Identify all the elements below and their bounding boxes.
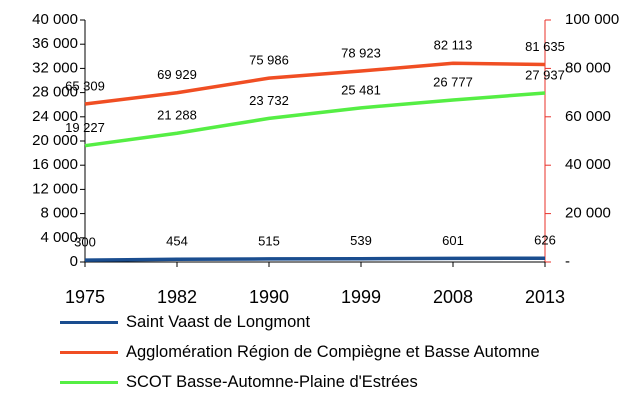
legend-swatch <box>60 321 118 324</box>
data-label: 75 986 <box>249 53 289 68</box>
x-tick-label: 2008 <box>433 287 473 307</box>
y-tick-label: 16 000 <box>32 156 78 173</box>
data-label: 27 937 <box>525 67 565 82</box>
y-tick-label: 36 000 <box>32 35 78 52</box>
x-tick-label: 1975 <box>65 287 105 307</box>
data-label: 454 <box>166 234 188 249</box>
y2-tick-label: 60 000 <box>565 108 611 125</box>
data-label: 65 309 <box>65 78 105 93</box>
data-label: 81 635 <box>525 39 565 54</box>
data-label: 601 <box>442 233 464 248</box>
legend-entry: Agglomération Région de Compiègne et Bas… <box>60 341 580 363</box>
x-tick-label: 2013 <box>525 287 565 307</box>
y-tick-label: 12 000 <box>32 180 78 197</box>
y2-tick-label: - <box>565 253 570 270</box>
legend-label: SCOT Basse-Automne-Plaine d'Estrées <box>126 373 418 391</box>
data-label: 26 777 <box>433 74 473 89</box>
legend-label: Saint Vaast de Longmont <box>126 313 311 331</box>
legend-swatch <box>60 381 118 384</box>
data-label: 626 <box>534 233 556 248</box>
y2-tick-label: 100 000 <box>565 11 619 28</box>
data-label: 539 <box>350 233 372 248</box>
data-label: 19 227 <box>65 120 105 135</box>
data-label: 300 <box>74 235 96 250</box>
legend-entry: SCOT Basse-Automne-Plaine d'Estrées <box>60 371 580 393</box>
legend-entry: Saint Vaast de Longmont <box>60 311 580 333</box>
x-tick-label: 1982 <box>157 287 197 307</box>
data-label: 82 113 <box>434 38 473 53</box>
data-label: 69 929 <box>157 67 197 82</box>
y-tick-label: 0 <box>70 253 78 270</box>
series-line <box>84 61 546 106</box>
legend-swatch <box>60 351 118 354</box>
data-label: 23 732 <box>249 93 289 108</box>
data-label: 78 923 <box>341 45 381 60</box>
y-tick-label: 20 000 <box>32 132 78 149</box>
legend-label: Agglomération Région de Compiègne et Bas… <box>126 343 540 361</box>
series-line <box>84 91 546 148</box>
y-tick-label: 8 000 <box>40 205 78 222</box>
legend: Saint Vaast de Longmont Agglomération Rég… <box>60 311 580 401</box>
y-tick-label: 40 000 <box>32 11 78 28</box>
data-label: 21 288 <box>157 108 197 123</box>
y-tick-label: 28 000 <box>32 84 78 101</box>
chart: 0 4 000 8 000 12 000 16 000 20 000 24 000 28 00… <box>32 11 619 307</box>
y2-tick-label: 40 000 <box>565 156 611 173</box>
data-label: 25 481 <box>341 82 381 97</box>
series-line <box>84 256 546 262</box>
x-tick-label: 1999 <box>341 287 381 307</box>
y2-tick-label: 80 000 <box>565 59 611 76</box>
y-tick-label: 32 000 <box>32 59 78 76</box>
data-label: 515 <box>258 233 280 248</box>
y-tick-label: 4 000 <box>40 229 78 246</box>
x-tick-label: 1990 <box>249 287 289 307</box>
y2-tick-label: 20 000 <box>565 205 611 222</box>
y-tick-label: 24 000 <box>32 108 78 125</box>
